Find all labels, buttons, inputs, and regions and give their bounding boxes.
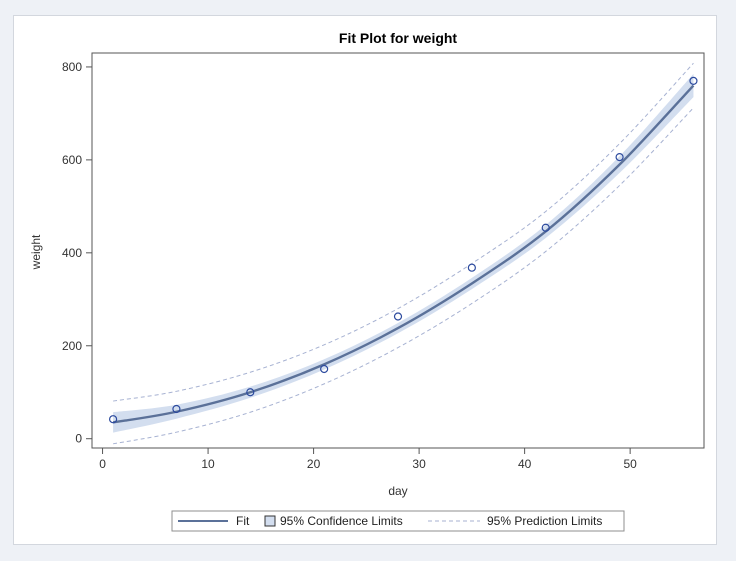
plot-area bbox=[91, 52, 705, 449]
lower-prediction-limit bbox=[113, 107, 694, 445]
data-point bbox=[246, 388, 255, 397]
legend-confidence-label: 95% Confidence Limits bbox=[280, 514, 403, 528]
x-tick-label: 20 bbox=[307, 457, 321, 471]
y-tick-label: 600 bbox=[62, 153, 82, 167]
upper-prediction-limit bbox=[113, 62, 694, 402]
y-tick-label: 0 bbox=[75, 432, 82, 446]
y-axis-ticks: 0 200 400 600 800 bbox=[62, 60, 92, 446]
data-point bbox=[541, 223, 550, 232]
data-point bbox=[109, 415, 118, 424]
confidence-band-area bbox=[113, 73, 694, 433]
fit-plot-chart: Fit Plot for weight 0 10 20 30 40 50 0 200 400 6… bbox=[29, 30, 705, 532]
data-point bbox=[615, 152, 624, 162]
data-point bbox=[320, 364, 329, 374]
fit-curve bbox=[112, 84, 695, 424]
legend-box bbox=[171, 510, 625, 532]
legend-fit-label: Fit bbox=[236, 514, 250, 528]
x-tick-label: 10 bbox=[201, 457, 215, 471]
x-tick-label: 0 bbox=[99, 457, 106, 471]
chart-frame: Fit Plot for weight 0 10 20 30 40 50 0 200 400 6… bbox=[13, 15, 717, 545]
legend-confidence-swatch bbox=[264, 515, 276, 527]
x-tick-label: 30 bbox=[412, 457, 426, 471]
x-tick-label: 40 bbox=[518, 457, 532, 471]
data-point bbox=[689, 76, 698, 85]
data-point bbox=[467, 263, 476, 272]
legend: Fit 95% Confidence Limits 95% Prediction… bbox=[171, 510, 625, 532]
y-tick-label: 200 bbox=[62, 339, 82, 353]
chart-title: Fit Plot for weight bbox=[339, 30, 458, 46]
x-axis-title: day bbox=[388, 484, 407, 498]
y-tick-label: 400 bbox=[62, 246, 82, 260]
legend-prediction-label: 95% Prediction Limits bbox=[487, 514, 602, 528]
observation-points bbox=[109, 76, 698, 424]
prediction-limits bbox=[113, 62, 694, 445]
confidence-band bbox=[113, 73, 694, 433]
y-tick-label: 800 bbox=[62, 60, 82, 74]
x-axis-ticks: 0 10 20 30 40 50 bbox=[99, 448, 637, 471]
x-tick-label: 50 bbox=[623, 457, 637, 471]
fit-line bbox=[112, 84, 695, 424]
data-point bbox=[393, 312, 403, 321]
data-point bbox=[172, 404, 181, 414]
y-axis-title: weight bbox=[29, 234, 43, 270]
